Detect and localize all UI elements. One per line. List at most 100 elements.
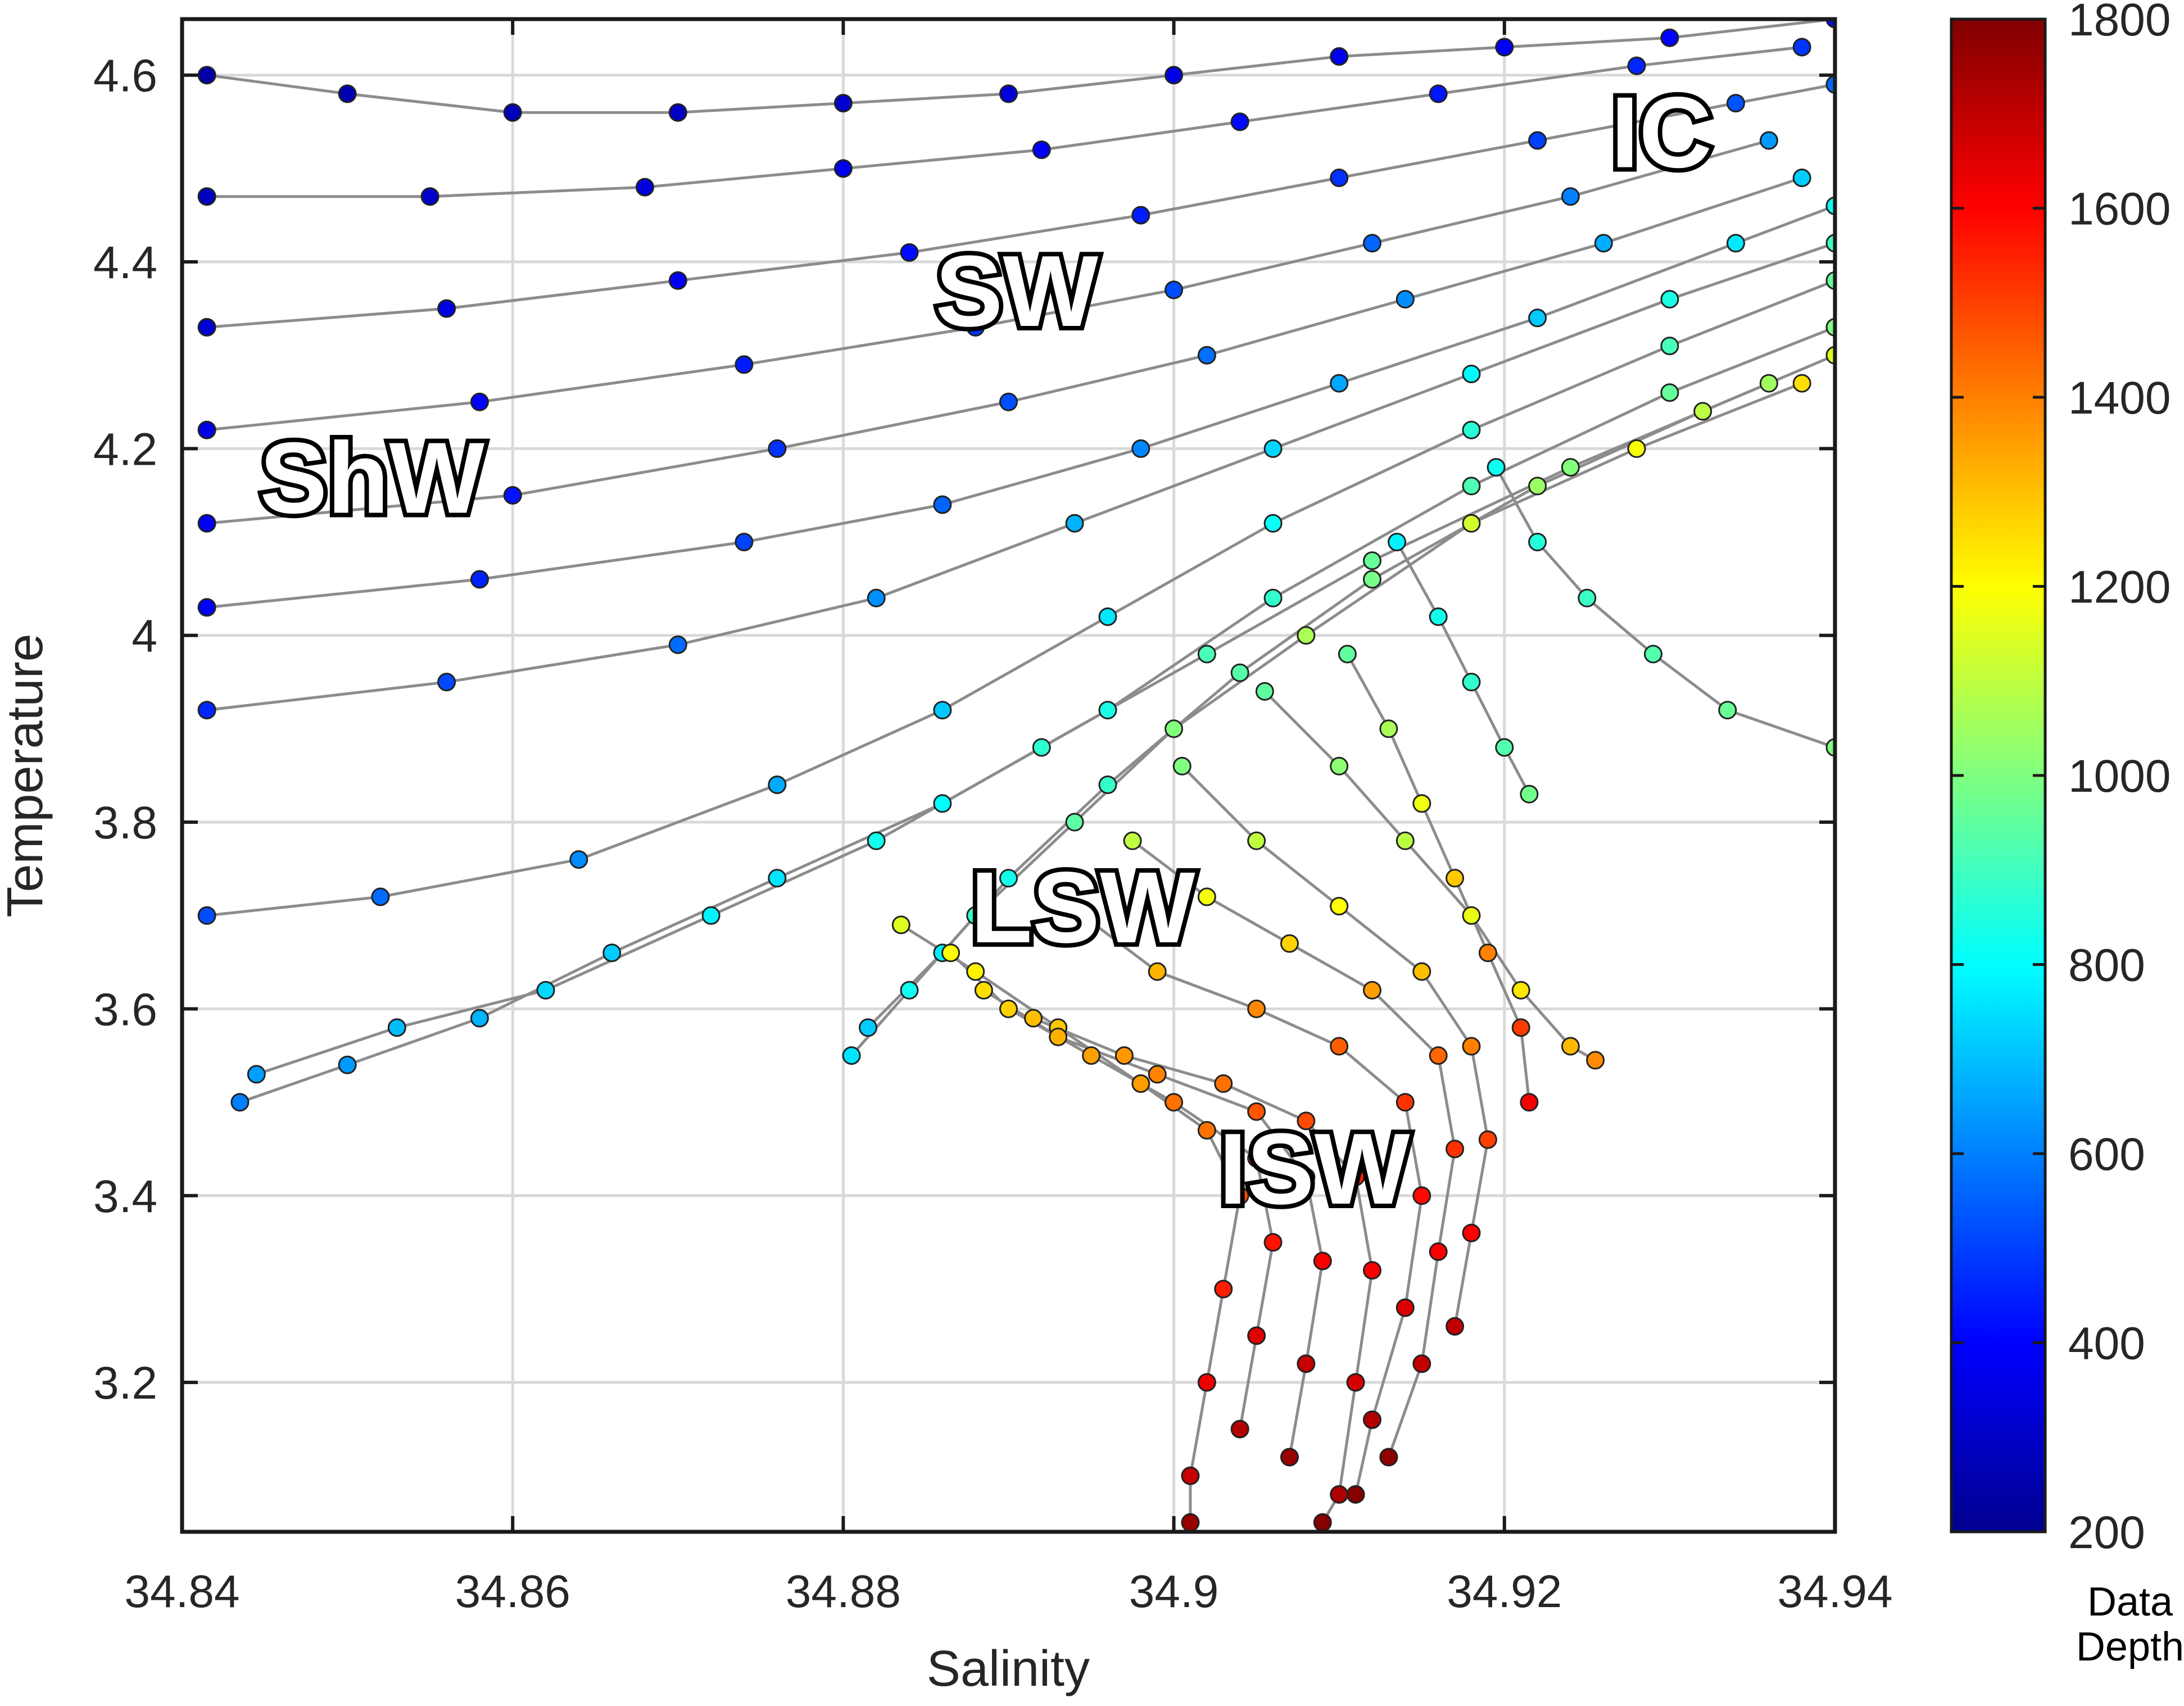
data-point	[470, 392, 489, 411]
data-point	[999, 999, 1018, 1018]
data-point	[197, 598, 216, 617]
data-point	[470, 1009, 489, 1028]
y-axis-label: Temperature	[0, 633, 53, 917]
data-point	[1263, 514, 1283, 533]
data-point	[1462, 1037, 1481, 1056]
data-point	[338, 1055, 357, 1074]
data-point	[1825, 234, 1835, 253]
data-point	[1578, 588, 1597, 607]
data-point	[1346, 1373, 1365, 1392]
data-point	[933, 701, 952, 720]
data-point	[197, 906, 216, 925]
data-point	[1429, 607, 1448, 626]
data-point	[1644, 645, 1662, 664]
colorbar-tick-label: 600	[2068, 1129, 2145, 1180]
profile-17	[1073, 906, 1431, 1504]
data-point	[999, 392, 1018, 411]
data-point	[1388, 533, 1407, 552]
x-tick-label: 34.9	[1129, 1566, 1219, 1617]
data-point	[1627, 56, 1646, 75]
data-point	[1363, 981, 1381, 1000]
data-point	[420, 187, 439, 206]
data-point	[1462, 673, 1481, 692]
data-point	[668, 103, 687, 122]
data-point	[1660, 337, 1679, 356]
data-point	[1165, 719, 1184, 738]
data-point	[867, 588, 886, 607]
data-point	[1660, 290, 1679, 308]
data-point	[1165, 1093, 1184, 1112]
profile-line	[206, 139, 1770, 432]
data-point	[1412, 962, 1431, 981]
y-tick-label: 4	[132, 611, 157, 662]
grid	[180, 19, 1837, 1532]
colorbar-label-line1: Data	[2087, 1580, 2173, 1625]
data-point	[1263, 1233, 1283, 1252]
data-point	[1280, 1448, 1299, 1467]
data-point	[1330, 1485, 1349, 1504]
data-point	[503, 486, 522, 505]
data-point	[1825, 196, 1835, 215]
profile-line	[1494, 466, 1835, 749]
data-point	[1330, 756, 1349, 775]
data-point	[1247, 831, 1266, 850]
data-point	[966, 906, 985, 925]
profile-19	[1172, 756, 1497, 1336]
data-point	[966, 962, 985, 981]
data-point	[247, 1065, 266, 1084]
data-point	[1660, 28, 1679, 47]
profile-line	[206, 176, 1802, 525]
data-point	[1561, 1037, 1580, 1056]
data-point	[1230, 112, 1249, 131]
data-point	[1280, 934, 1299, 953]
colorbar-ticks: 200 400 600 800 1000 1200 1400 1600 1800	[1951, 0, 2171, 1558]
data-point	[1073, 906, 1093, 925]
data-point	[1727, 94, 1745, 113]
data-point	[470, 570, 489, 589]
data-point	[1363, 551, 1381, 570]
data-point	[1098, 701, 1117, 720]
data-point	[569, 850, 588, 869]
data-point	[1363, 1261, 1381, 1280]
data-point	[1412, 1354, 1431, 1373]
data-point	[1446, 869, 1465, 888]
colorbar-tick-label: 1800	[2068, 0, 2171, 46]
data-point	[735, 355, 754, 374]
data-point	[503, 103, 522, 122]
data-point	[1230, 1419, 1249, 1439]
profile-10	[247, 374, 1778, 1084]
data-point	[1123, 831, 1142, 850]
annotation-shw: ShW	[260, 421, 484, 534]
data-point	[1792, 374, 1811, 393]
data-point	[1214, 1280, 1233, 1299]
profile-9	[230, 317, 1835, 1112]
data-point	[1255, 682, 1274, 701]
colorbar-label-line2: Depth	[2076, 1625, 2184, 1669]
data-point	[1495, 738, 1514, 757]
data-point	[1346, 1168, 1365, 1186]
profile-13	[891, 915, 1249, 1532]
profile-22	[1388, 533, 1539, 804]
data-point	[1230, 1186, 1249, 1205]
y-tick-label: 4.2	[93, 424, 157, 475]
data-point	[1429, 84, 1448, 103]
data-point	[636, 178, 654, 197]
data-point	[1247, 999, 1266, 1018]
data-point	[999, 869, 1018, 888]
data-point	[1693, 402, 1712, 421]
data-point	[1478, 943, 1497, 963]
data-point	[1825, 19, 1835, 29]
data-point	[1165, 280, 1184, 300]
data-point	[1330, 47, 1349, 66]
data-point	[1247, 1326, 1266, 1345]
plot-frame	[180, 17, 1837, 1534]
y-tick-label: 3.6	[93, 984, 157, 1035]
data-point	[859, 1018, 877, 1037]
data-point	[1825, 317, 1835, 337]
x-tick-label: 34.86	[455, 1566, 570, 1617]
colorbar-tick-label: 1600	[2068, 184, 2171, 235]
data-point	[1181, 1513, 1200, 1532]
data-point	[1825, 75, 1835, 94]
profile-16	[1024, 1009, 1381, 1532]
profile-18	[1123, 831, 1465, 1467]
